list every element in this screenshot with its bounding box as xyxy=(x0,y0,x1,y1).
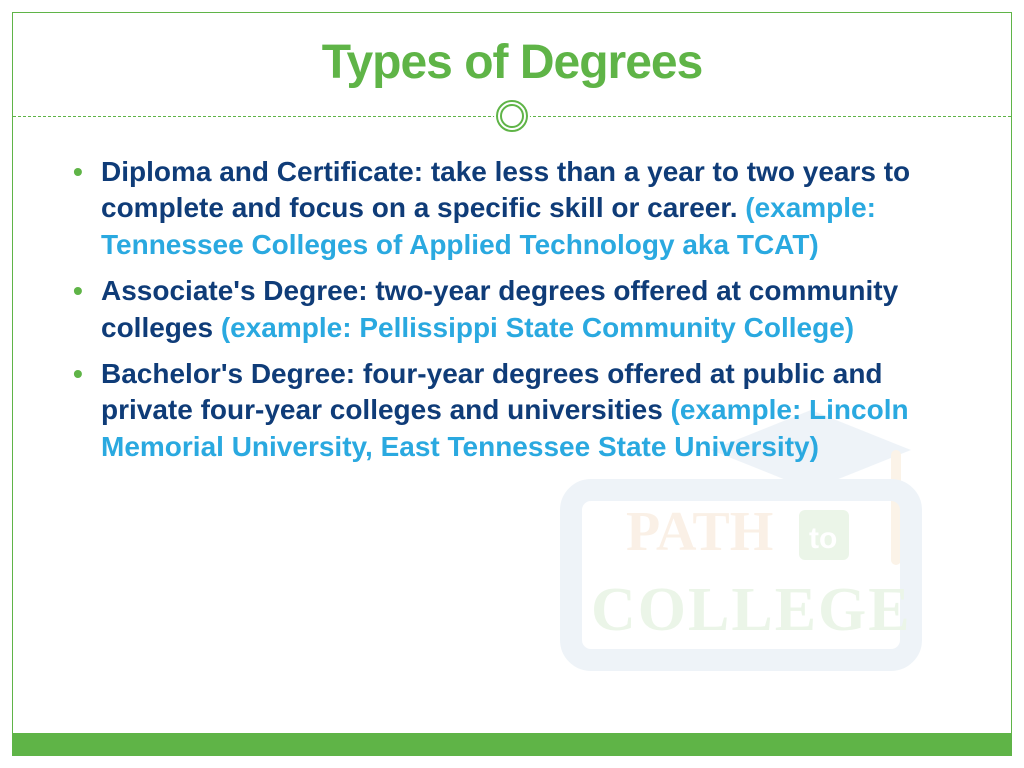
title-divider xyxy=(13,98,1011,134)
list-item: Associate's Degree: two-year degrees off… xyxy=(73,273,971,346)
slide-frame: Types of Degrees PATH to COLLEGE Diploma… xyxy=(12,12,1012,756)
content-area: Diploma and Certificate: take less than … xyxy=(13,134,1011,465)
bottom-bar xyxy=(13,733,1011,755)
list-item: Diploma and Certificate: take less than … xyxy=(73,154,971,263)
svg-text:PATH: PATH xyxy=(626,501,773,563)
svg-text:to: to xyxy=(809,522,837,555)
list-item: Bachelor's Degree: four-year degrees off… xyxy=(73,356,971,465)
circle-ornament-icon xyxy=(494,98,530,134)
bullet-list: Diploma and Certificate: take less than … xyxy=(73,154,971,465)
svg-text:COLLEGE: COLLEGE xyxy=(591,576,912,644)
bullet-example: (example: Pellissippi State Community Co… xyxy=(213,312,854,343)
slide-title: Types of Degrees xyxy=(13,13,1011,98)
